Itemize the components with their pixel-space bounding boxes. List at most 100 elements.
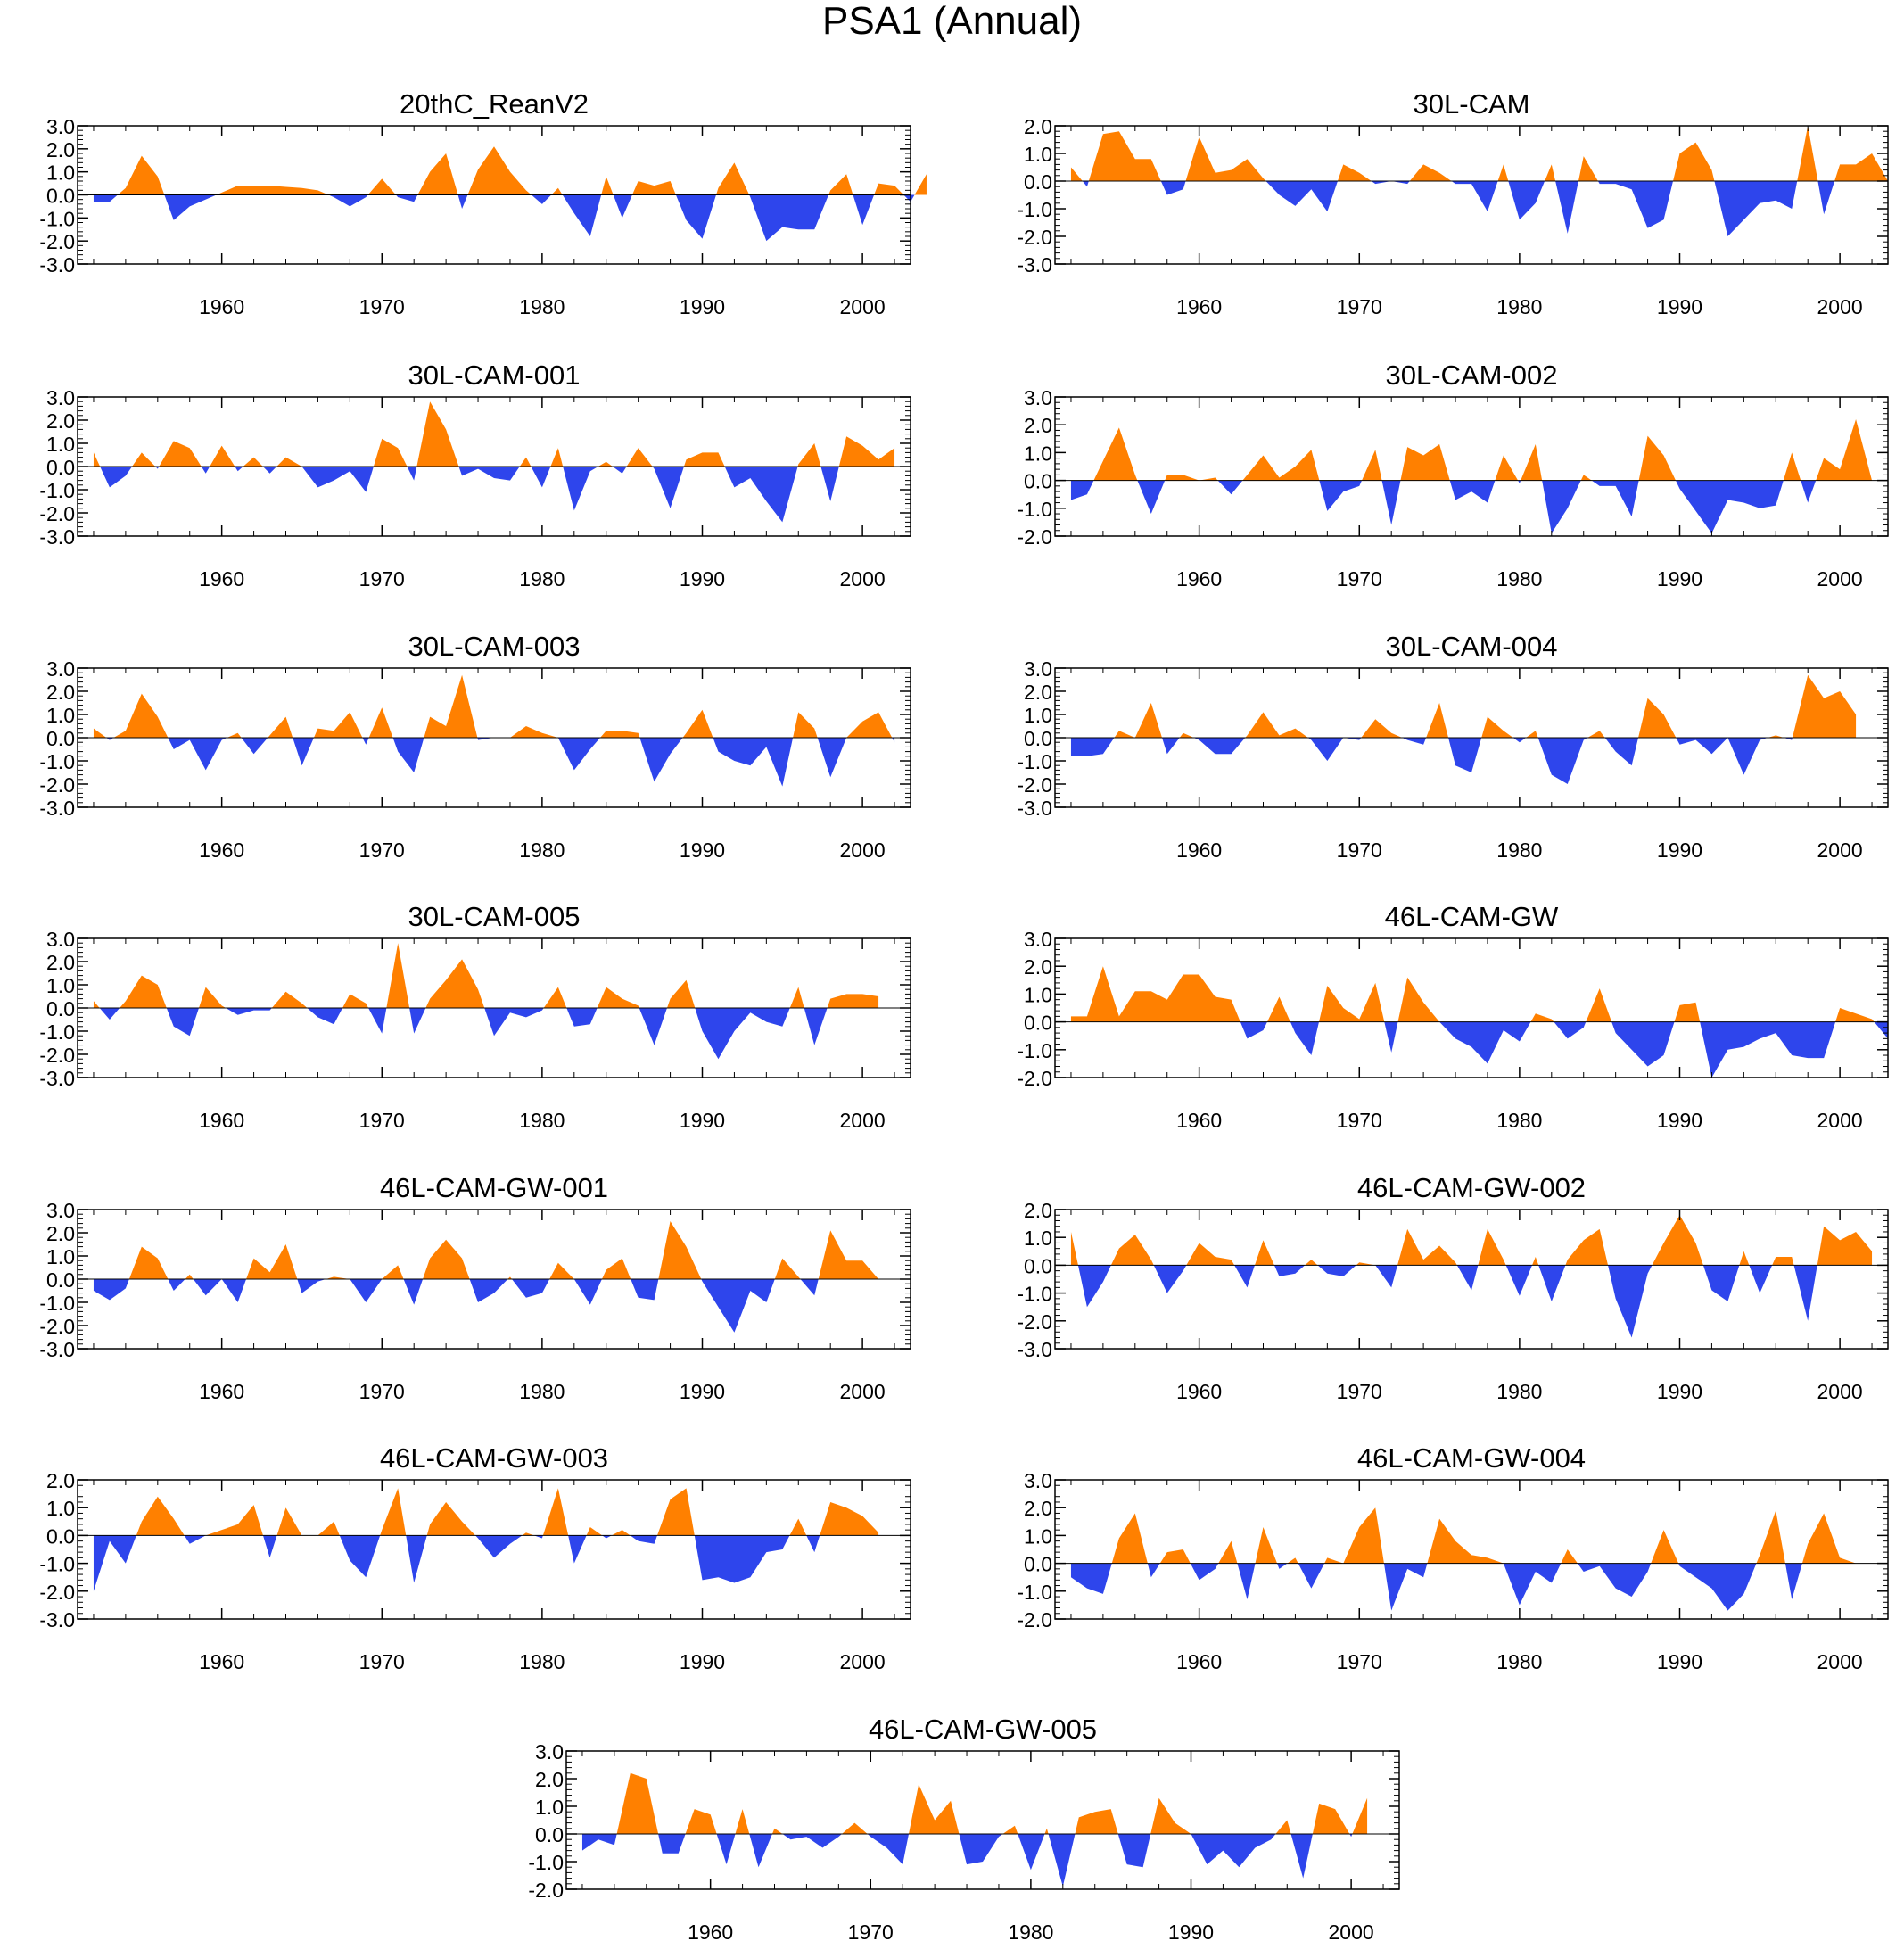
y-tick-label: 3.0 [1024, 386, 1052, 409]
x-tick-label: 1980 [1496, 295, 1542, 318]
chart-panel: 30L-CAM-001 3.02.01.00.0-1.0-2.0-3.0 1960 1… [39, 359, 911, 591]
y-tick-label: 1.0 [46, 704, 75, 727]
plot-frame [1054, 937, 1889, 1078]
x-tick-label: 1970 [359, 295, 405, 318]
x-tick-label: 1990 [1657, 1109, 1702, 1132]
chart-panel: 46L-CAM-GW-001 3.02.01.00.0-1.0-2.0-3.0 19… [39, 1172, 911, 1403]
x-tick-label: 1960 [688, 1920, 733, 1941]
x-tick-label: 2000 [840, 1109, 886, 1132]
chart-panel: 46L-CAM-GW 3.0 2.0 1.0 0.0 -1.0 -2.0 1960 1970 19… [1017, 901, 1889, 1132]
x-tick-label: 2000 [1817, 567, 1863, 591]
y-tick-label: -1.0 [39, 207, 75, 230]
y-tick-label: -1.0 [1017, 1039, 1052, 1062]
x-tick-label: 1980 [1496, 838, 1542, 862]
y-tick-label: 3.0 [46, 657, 75, 681]
y-tick-label: 2.0 [46, 951, 75, 974]
negative-anomaly-area [1070, 181, 1888, 236]
y-tick-label: -1.0 [39, 1020, 75, 1044]
x-tick-label: 2000 [1817, 1380, 1863, 1403]
y-tick-label: 2.0 [1024, 115, 1052, 138]
x-tick-label: 1990 [1168, 1920, 1214, 1941]
positive-anomaly-area [1070, 418, 1873, 481]
y-tick-label: 1.0 [46, 1245, 75, 1268]
x-tick-label: 1960 [199, 1650, 244, 1673]
y-tick-label: -1.0 [39, 479, 75, 502]
x-tick-label: 1980 [1496, 1380, 1542, 1403]
plot-frame [1054, 125, 1889, 265]
x-tick-label: 1970 [848, 1920, 894, 1941]
panel-title: 46L-CAM-GW-002 [1357, 1172, 1586, 1203]
y-tick-label: 2.0 [46, 681, 75, 704]
y-tick-label: 1.0 [46, 161, 75, 185]
y-tick-label: -3.0 [1017, 1338, 1052, 1361]
y-tick-label: -3.0 [39, 1067, 75, 1090]
positive-anomaly-area [93, 401, 895, 467]
x-tick-label: 1970 [359, 1650, 405, 1673]
y-tick-label: -2.0 [1017, 226, 1052, 249]
negative-anomaly-area [93, 194, 927, 242]
x-tick-label: 2000 [1817, 838, 1863, 862]
negative-anomaly-area [1070, 1021, 1888, 1078]
x-tick-label: 1990 [1657, 567, 1702, 591]
y-tick-label: 3.0 [46, 928, 75, 951]
x-tick-label: 1980 [1008, 1920, 1053, 1941]
negative-anomaly-area [93, 1279, 879, 1333]
x-tick-label: 1960 [199, 567, 244, 591]
y-tick-label: 0.0 [46, 997, 75, 1020]
negative-anomaly-area [93, 738, 895, 787]
y-tick-label: -1.0 [1017, 750, 1052, 773]
chart-panel: 30L-CAM-002 3.0 2.0 1.0 0.0 -1.0 -2.0 1960 1970 1… [1017, 359, 1889, 591]
negative-anomaly-area [1070, 1563, 1857, 1611]
x-tick-label: 2000 [840, 1380, 886, 1403]
x-tick-label: 2000 [1817, 1650, 1863, 1673]
x-tick-label: 1960 [1176, 1650, 1222, 1673]
y-tick-label: 0.0 [46, 727, 75, 750]
panel-title: 30L-CAM [1414, 88, 1530, 120]
negative-anomaly-area [93, 1008, 879, 1060]
y-tick-label: -1.0 [528, 1851, 564, 1874]
positive-anomaly-area [93, 1221, 879, 1279]
x-tick-label: 1990 [1657, 1380, 1702, 1403]
panel-title: 20thC_ReanV2 [400, 88, 589, 120]
x-tick-label: 1980 [1496, 1109, 1542, 1132]
positive-anomaly-area [93, 674, 895, 738]
positive-anomaly-area [1070, 674, 1857, 738]
y-tick-label: 2.0 [46, 409, 75, 433]
y-tick-label: -1.0 [1017, 198, 1052, 221]
y-tick-label: 3.0 [46, 386, 75, 409]
y-tick-label: 1.0 [1024, 143, 1052, 166]
y-tick-label: 0.0 [46, 1524, 75, 1548]
plot-frame [77, 1479, 911, 1620]
panel-title: 46L-CAM-GW [1385, 901, 1559, 932]
y-tick-label: 1.0 [1024, 1524, 1052, 1548]
plot-frame [565, 1750, 1400, 1890]
y-tick-label: -3.0 [39, 525, 75, 549]
x-tick-label: 2000 [840, 567, 886, 591]
x-tick-label: 1960 [1176, 1109, 1222, 1132]
plot-frame [1054, 1479, 1889, 1620]
chart-panel: 20thC_ReanV2 3.02.01.00.0-1.0-2.0-3.0 1960… [39, 88, 927, 318]
y-tick-label: 0.0 [1024, 1553, 1052, 1576]
x-tick-label: 1990 [680, 567, 725, 591]
y-tick-label: -2.0 [1017, 773, 1052, 797]
panel-title: 30L-CAM-002 [1386, 359, 1558, 391]
x-tick-label: 1960 [199, 838, 244, 862]
positive-anomaly-area [1070, 126, 1888, 181]
panel-title: 30L-CAM-004 [1386, 631, 1558, 662]
y-tick-label: 0.0 [1024, 1254, 1052, 1277]
chart-panel: 30L-CAM 2.0 1.0 0.0 -1.0 -2.0 -3.0 1960 1970 1980… [1017, 88, 1889, 318]
x-tick-label: 1970 [359, 1380, 405, 1403]
x-tick-label: 1960 [1176, 838, 1222, 862]
x-tick-label: 1980 [519, 1650, 565, 1673]
chart-panel: 46L-CAM-GW-002 2.0 1.0 0.0 -1.0 -2.0 -3.0 1960 1… [1017, 1172, 1889, 1403]
y-tick-label: -2.0 [39, 1315, 75, 1338]
y-tick-label: -3.0 [39, 253, 75, 277]
x-tick-label: 1980 [519, 567, 565, 591]
y-tick-label: 0.0 [535, 1823, 564, 1846]
x-tick-label: 1970 [359, 838, 405, 862]
x-tick-label: 1980 [1496, 567, 1542, 591]
y-tick-label: 3.0 [535, 1740, 564, 1763]
chart-panel: 46L-CAM-GW-004 3.0 2.0 1.0 0.0 -1.0 -2.0 1960 19… [1017, 1442, 1889, 1673]
chart-panel: 46L-CAM-GW-005 3.0 2.0 1.0 0.0 -1.0 -2.0 1960 19… [528, 1714, 1400, 1941]
plot-frame [1054, 1209, 1889, 1350]
